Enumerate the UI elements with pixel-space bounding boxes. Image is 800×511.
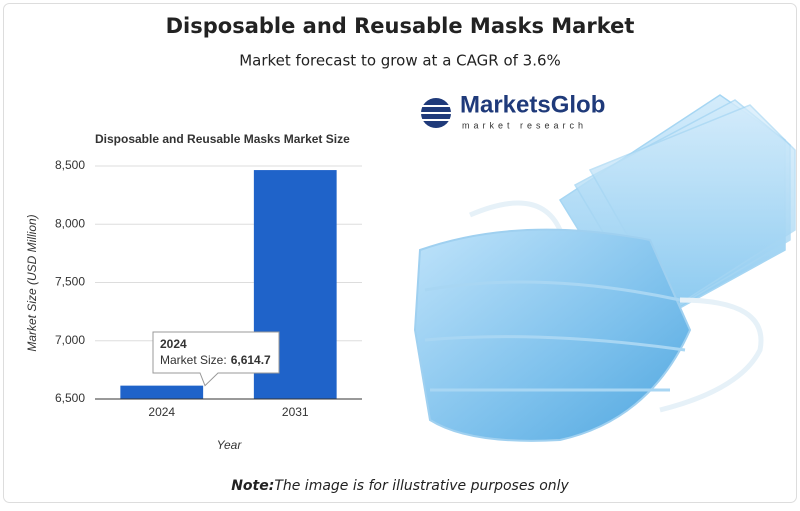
x-axis-label: Year (217, 438, 243, 452)
tooltip: 2024 Market Size: 6,614.7 (152, 331, 280, 387)
tooltip-label: Market Size: (160, 353, 227, 367)
bar (120, 385, 204, 399)
y-tick-label: 8,000 (55, 216, 85, 230)
chart-title: Disposable and Reusable Masks Market Siz… (95, 132, 350, 146)
tooltip-value: 6,614.7 (231, 353, 271, 367)
y-tick-label: 8,500 (55, 158, 85, 172)
y-tick-label: 7,500 (55, 275, 85, 289)
note-label: Note: (231, 478, 274, 494)
mask-illustration (413, 94, 796, 442)
tooltip-text: Market Size: 6,614.7 (160, 353, 271, 367)
page-title: Disposable and Reusable Masks Market (166, 14, 635, 38)
page-subtitle: Market forecast to grow at a CAGR of 3.6… (239, 52, 561, 70)
y-tick-label: 7,000 (55, 333, 85, 347)
y-tick-label: 6,500 (55, 391, 85, 405)
logo: MarketsGlob market research (421, 91, 605, 130)
note-text: The image is for illustrative purposes o… (274, 478, 569, 494)
y-axis-label: Market Size (USD Million) (25, 214, 39, 351)
chart: Disposable and Reusable Masks Market Siz… (25, 132, 362, 452)
tooltip-title: 2024 (160, 337, 187, 351)
x-tick-label: 2024 (148, 405, 175, 419)
x-tick-label: 2031 (282, 405, 309, 419)
note: Note:The image is for illustrative purpo… (231, 478, 569, 494)
logo-name: MarketsGlob (460, 91, 605, 118)
tooltip-box (152, 331, 280, 387)
logo-tagline: market research (462, 120, 587, 130)
